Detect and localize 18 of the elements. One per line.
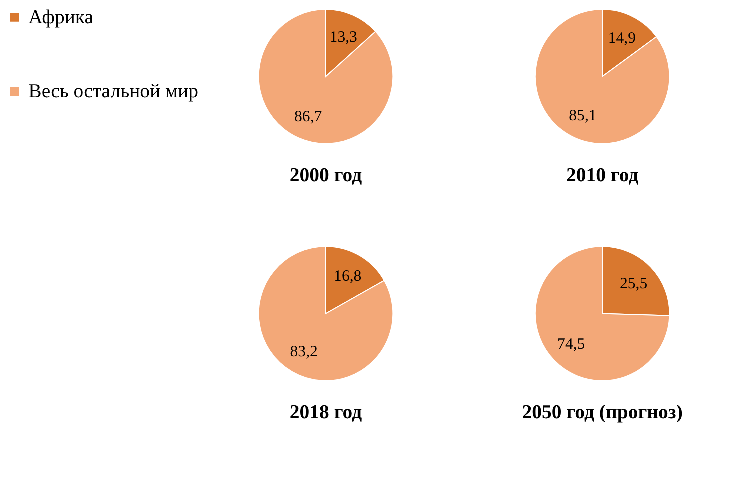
pie-slice bbox=[534, 9, 670, 144]
data-label: 86,7 bbox=[294, 108, 322, 126]
data-label: 74,5 bbox=[558, 336, 586, 353]
pie-slice bbox=[535, 246, 670, 382]
legend-label: Весь остальной мир bbox=[28, 80, 199, 102]
data-label: 83,2 bbox=[290, 343, 318, 360]
data-label: 16,8 bbox=[334, 268, 362, 286]
text: 2050 год (прогноз) bbox=[522, 401, 683, 424]
text: 2000 год bbox=[290, 164, 362, 186]
pie-slice bbox=[258, 246, 394, 382]
data-label: 13,3 bbox=[330, 28, 358, 46]
text: 2018 год bbox=[290, 401, 362, 424]
data-label: 14,9 bbox=[608, 30, 636, 47]
data-label: 25,5 bbox=[620, 275, 648, 292]
pie-slice bbox=[258, 9, 394, 144]
legend-label: Африка bbox=[28, 6, 94, 28]
data-label: 85,1 bbox=[569, 107, 597, 124]
text: 2010 год bbox=[566, 164, 639, 186]
